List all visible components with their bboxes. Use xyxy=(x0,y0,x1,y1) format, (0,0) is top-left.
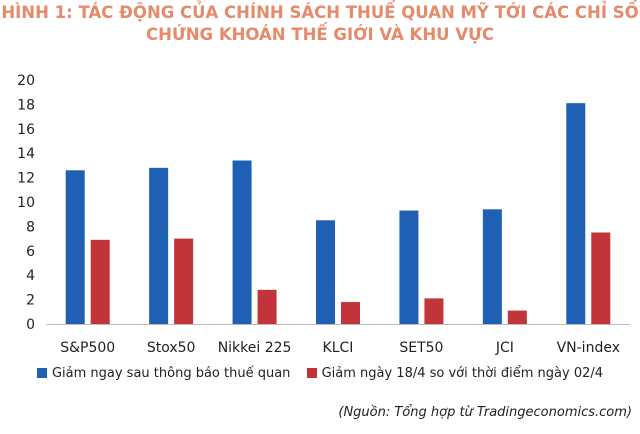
legend: Giảm ngay sau thông báo thuế quan Giảm n… xyxy=(0,366,640,381)
x-tick-label: S&P500 xyxy=(60,340,115,356)
bars xyxy=(65,103,611,325)
y-axis-ticks: 0 2 4 6 8 10 12 14 16 18 20 xyxy=(17,73,35,333)
bar-series-1 xyxy=(566,103,586,325)
legend-item-series-2: Giảm ngày 18/4 so với thời điểm ngày 02/… xyxy=(306,366,604,381)
legend-swatch-red xyxy=(306,368,317,378)
x-tick-label: KLCI xyxy=(323,340,354,356)
bar-series-1 xyxy=(232,160,252,324)
bar-series-2 xyxy=(257,289,277,324)
x-tick-label: SET50 xyxy=(399,340,443,356)
legend-label-series-2: Giảm ngày 18/4 so với thời điểm ngày 02/… xyxy=(321,366,604,381)
bar-series-2 xyxy=(507,310,527,324)
bar-series-2 xyxy=(591,232,611,324)
bar-series-1 xyxy=(149,167,169,324)
y-tick-label: 16 xyxy=(17,122,35,138)
chart-title: HÌNH 1: TÁC ĐỘNG CỦA CHÍNH SÁCH THUẾ QUA… xyxy=(0,2,640,46)
y-tick-label: 20 xyxy=(17,73,35,89)
legend-label-series-1: Giảm ngay sau thông báo thuế quan xyxy=(51,366,291,381)
x-axis-ticks: S&P500 Stox50 Nikkei 225 KLCI SET50 JCI VN-ind… xyxy=(60,340,620,356)
y-tick-label: 2 xyxy=(26,293,35,309)
x-tick-label: Nikkei 225 xyxy=(218,340,292,356)
bar-series-1 xyxy=(65,170,85,324)
bar-series-2 xyxy=(174,238,194,324)
y-tick-label: 0 xyxy=(26,317,35,333)
bar-series-1 xyxy=(399,210,419,324)
y-tick-label: 8 xyxy=(26,219,35,235)
legend-item-series-1: Giảm ngay sau thông báo thuế quan xyxy=(36,366,291,381)
y-tick-label: 6 xyxy=(26,244,35,260)
legend-swatch-blue xyxy=(36,368,47,378)
y-tick-label: 14 xyxy=(17,146,35,162)
source-note: (Nguồn: Tổng hợp từ Tradingeconomics.com… xyxy=(338,405,632,420)
bar-series-2 xyxy=(341,302,360,324)
x-tick-label: Stox50 xyxy=(147,340,196,356)
bar-series-1 xyxy=(316,220,335,324)
bar-series-1 xyxy=(482,209,502,324)
chart-title-line-2: CHỨNG KHOÁN THẾ GIỚI VÀ KHU VỰC xyxy=(146,25,494,44)
bar-series-2 xyxy=(424,298,444,324)
y-tick-label: 18 xyxy=(17,97,35,113)
y-tick-label: 4 xyxy=(26,268,35,284)
y-tick-label: 10 xyxy=(17,195,35,211)
y-tick-label: 12 xyxy=(17,171,35,187)
x-tick-label: JCI xyxy=(495,340,514,356)
x-tick-label: VN-index xyxy=(557,340,620,356)
bar-series-2 xyxy=(90,239,110,324)
chart-title-line-1: HÌNH 1: TÁC ĐỘNG CỦA CHÍNH SÁCH THUẾ QUA… xyxy=(1,3,639,22)
